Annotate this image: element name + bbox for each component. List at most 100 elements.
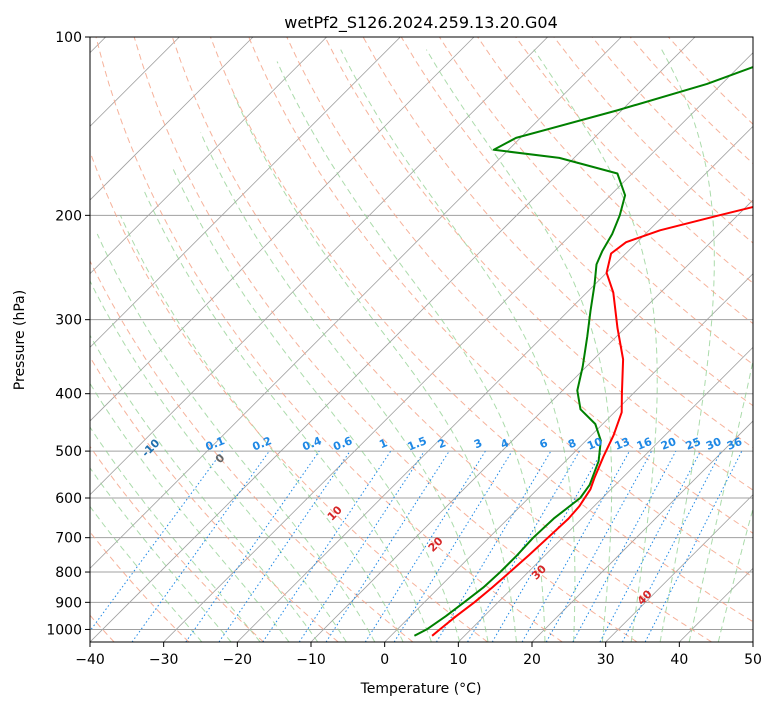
moist-adiabat-line — [90, 382, 290, 642]
x-tick-label: −40 — [75, 652, 105, 668]
chart-title: wetPf2_S126.2024.259.13.20.G04 — [284, 13, 558, 33]
mixing-ratio-line — [393, 450, 513, 642]
mixing-ratio-label: 16 — [635, 435, 654, 453]
x-tick-label: 10 — [449, 652, 467, 668]
isotherm-line — [90, 37, 696, 642]
x-tick-label: −10 — [296, 652, 326, 668]
mixing-ratio-label: 20 — [659, 435, 678, 453]
moist-adiabat-line — [90, 426, 261, 642]
moist-adiabat-line — [119, 215, 404, 642]
y-tick-label: 1000 — [46, 622, 82, 638]
isotherm-line — [90, 37, 327, 275]
y-tick-label: 100 — [55, 30, 82, 46]
x-tick-label: 30 — [597, 652, 615, 668]
moist-adiabat-line — [233, 94, 517, 642]
mixing-ratio-line — [572, 450, 677, 642]
moist-adiabat-line — [90, 467, 232, 642]
series-layer — [413, 65, 753, 637]
plot-area: 0.10.20.40.611.52346810131620253036-100-… — [90, 37, 753, 642]
x-tick-label: −20 — [223, 652, 253, 668]
y-tick-label: 700 — [55, 531, 82, 547]
mixing-ratio-line — [364, 450, 486, 642]
dewpoint-profile-line — [413, 65, 753, 637]
y-tick-label: 600 — [55, 491, 82, 507]
moist-adiabat-line — [340, 49, 576, 642]
grid-layer — [90, 37, 753, 642]
moist-adiabat-line — [659, 49, 715, 642]
moist-adiabat-line — [276, 61, 546, 642]
mixing-ratio-line — [218, 450, 351, 642]
dry-adiabat-line — [515, 37, 753, 284]
moist-adiabat-line — [171, 165, 461, 642]
moist-adiabat-line — [142, 187, 432, 642]
dry-adiabat-line — [248, 37, 753, 578]
dry-adiabat-line — [90, 445, 264, 642]
moist-adiabats-layer — [90, 49, 753, 642]
y-tick-label: 400 — [55, 387, 82, 403]
y-tick-label: 900 — [55, 595, 82, 611]
isotherm-line — [237, 125, 753, 642]
moist-adiabat-line — [200, 132, 489, 642]
moist-adiabat-line — [425, 49, 613, 642]
mixing-ratio-line — [435, 450, 552, 642]
isotherm-line — [90, 37, 475, 422]
dry-adiabat-line — [95, 37, 563, 642]
moist-adiabat-line — [533, 49, 658, 642]
dry-adiabat-line — [171, 37, 712, 642]
moist-adiabat-line — [717, 506, 753, 642]
y-tick-label: 200 — [55, 208, 82, 224]
isotherm-line — [90, 37, 401, 348]
y-axis-label: Pressure (hPa) — [12, 290, 28, 390]
moist-adiabat-line — [90, 334, 319, 642]
dry-adiabat-line — [133, 37, 638, 642]
x-tick-label: 40 — [670, 652, 688, 668]
isotherm-line — [458, 346, 753, 642]
moist-adiabat-line — [90, 279, 347, 642]
x-tick-label: 20 — [523, 652, 541, 668]
isotherm-line — [90, 37, 254, 201]
y-tick-label: 300 — [55, 313, 82, 329]
mixing-ratio-label: 30 — [704, 435, 723, 453]
isotherm-line — [384, 273, 753, 642]
mixing-ratio-label: 1 — [377, 436, 389, 451]
mixing-ratio-label: 36 — [725, 435, 744, 453]
dry-adiabats-layer — [90, 37, 753, 642]
mixing-ratio-line — [185, 450, 320, 642]
mixing-ratio-label: 10 — [585, 435, 604, 453]
y-axis: 100 200 300 400 500 600 700 800 900 1000 — [46, 30, 90, 638]
mixing-ratio-label: 13 — [613, 435, 632, 453]
mixing-ratio-label: 3 — [472, 436, 484, 451]
mixing-ratio-label: 25 — [684, 435, 703, 453]
x-axis: −40 −30 −20 −10 0 10 20 30 40 50 — [75, 642, 762, 668]
mixing-ratio-line — [545, 450, 653, 642]
plot-frame — [89, 36, 754, 643]
isotherm-line — [531, 420, 753, 642]
x-axis-label: Temperature (°C) — [360, 681, 482, 697]
moist-adiabat-line — [90, 505, 203, 642]
y-tick-label: 800 — [55, 565, 82, 581]
mixing-ratio-line — [491, 450, 603, 642]
x-tick-label: 0 — [380, 652, 389, 668]
dry-adiabat-line — [210, 37, 753, 623]
dry-adiabat-line — [286, 37, 753, 534]
mixing-ratio-line — [325, 450, 450, 642]
dry-adiabat-line — [90, 356, 339, 642]
moist-adiabat-line — [96, 233, 376, 642]
isotherm-line — [163, 52, 753, 642]
temperature-profile-line — [431, 205, 753, 637]
dry-adiabat-line — [90, 259, 414, 642]
mixing-ratio-label: 2 — [436, 436, 448, 451]
mixing-ratio-line — [521, 450, 630, 642]
x-tick-label: 50 — [744, 652, 762, 668]
dry-adiabat-line — [324, 37, 753, 491]
isotherm-line — [605, 494, 753, 642]
mixing-ratio-layer — [90, 450, 743, 642]
x-tick-label: −30 — [149, 652, 179, 668]
isotherm-line — [90, 37, 548, 496]
moist-adiabat-line — [688, 358, 753, 642]
mixing-ratio-label: 8 — [566, 436, 578, 451]
mixing-ratio-line — [467, 450, 580, 642]
y-tick-label: 500 — [55, 444, 82, 460]
